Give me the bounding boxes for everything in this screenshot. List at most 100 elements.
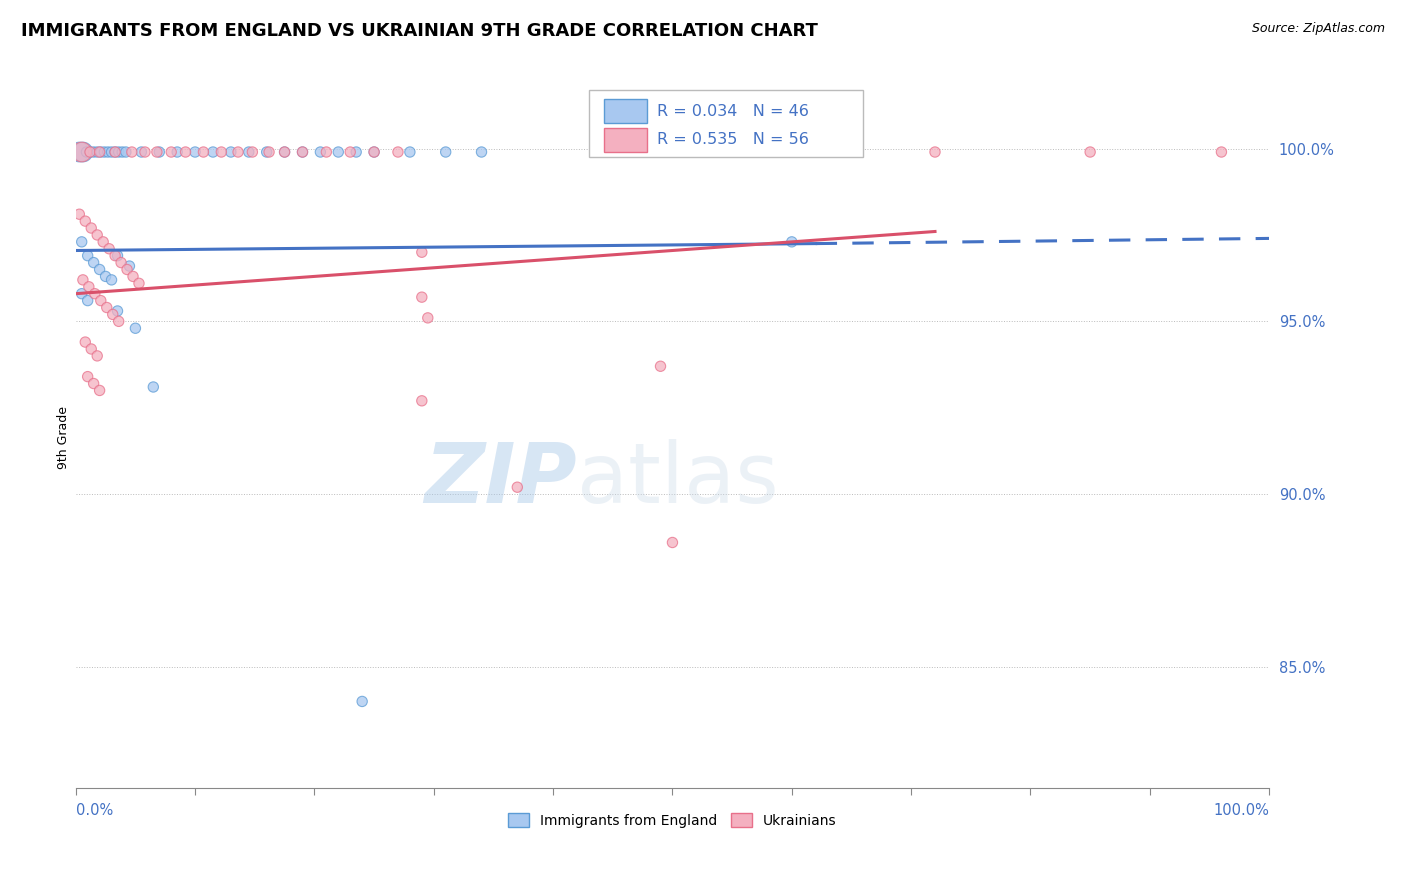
Point [83,255,105,269]
Point [83,286,105,301]
FancyBboxPatch shape [589,90,863,156]
Point [134,145,156,159]
Point [89,145,111,159]
Point [98,242,121,256]
Point [411,290,433,304]
Point [122,269,145,284]
Point [83,145,105,159]
Point [273,145,295,159]
Point [309,145,332,159]
Point [72,273,94,287]
Point [416,310,439,325]
Point [240,145,263,159]
Point [97,145,120,159]
Point [107,314,129,328]
Point [75,334,97,349]
Point [79,145,101,159]
Point [77,280,100,294]
Point [72,145,94,159]
Point [107,249,129,263]
Point [780,235,803,249]
Point [148,145,170,159]
Point [387,145,409,159]
Y-axis label: 9th Grade: 9th Grade [58,406,70,468]
Text: Source: ZipAtlas.com: Source: ZipAtlas.com [1251,22,1385,36]
Point [257,145,280,159]
Point [104,249,127,263]
Point [80,221,103,235]
Point [86,227,108,242]
Point [100,145,122,159]
Point [124,321,146,335]
Point [115,262,138,277]
Point [70,145,93,159]
Point [328,145,350,159]
Text: atlas: atlas [576,439,779,520]
Point [209,145,232,159]
FancyBboxPatch shape [605,128,647,152]
Point [363,145,385,159]
Point [160,145,183,159]
Point [111,145,134,159]
Point [96,301,118,315]
Point [146,145,169,159]
Point [193,145,215,159]
Point [291,145,314,159]
Point [107,304,129,318]
Point [709,145,731,159]
Point [315,145,337,159]
Point [128,277,150,291]
Point [219,145,242,159]
Point [67,207,90,221]
Point [76,293,98,308]
Point [411,245,433,260]
Point [89,384,111,398]
Point [100,273,122,287]
Point [104,145,127,159]
Point [201,145,224,159]
Point [104,145,127,159]
Text: 100.0%: 100.0% [1213,804,1270,818]
Text: ZIP: ZIP [425,439,576,520]
Point [291,145,314,159]
Point [110,255,132,269]
Point [650,359,672,374]
Point [1078,145,1101,159]
Point [363,145,385,159]
Point [352,694,374,708]
Point [90,145,112,159]
Point [506,480,529,494]
Point [76,249,98,263]
Point [1211,145,1233,159]
Point [399,145,422,159]
Text: R = 0.034   N = 46: R = 0.034 N = 46 [657,103,808,119]
Point [101,307,124,321]
FancyBboxPatch shape [605,99,647,123]
Point [184,145,207,159]
Text: R = 0.535   N = 56: R = 0.535 N = 56 [657,132,808,147]
Point [174,145,197,159]
Point [75,214,97,228]
Point [115,145,138,159]
Point [86,145,108,159]
Point [107,145,129,159]
Point [93,145,115,159]
Point [89,262,111,277]
Point [166,145,188,159]
Point [83,376,105,391]
Point [411,393,433,408]
Point [79,145,101,159]
Point [780,145,803,159]
Point [273,145,295,159]
Point [86,349,108,363]
Point [118,259,141,273]
Text: 0.0%: 0.0% [76,804,112,818]
Text: IMMIGRANTS FROM ENGLAND VS UKRAINIAN 9TH GRADE CORRELATION CHART: IMMIGRANTS FROM ENGLAND VS UKRAINIAN 9TH… [21,22,818,40]
Point [76,369,98,384]
Point [70,235,93,249]
Point [661,535,683,549]
Point [121,145,143,159]
Point [256,145,278,159]
Point [226,145,249,159]
Point [131,145,153,159]
